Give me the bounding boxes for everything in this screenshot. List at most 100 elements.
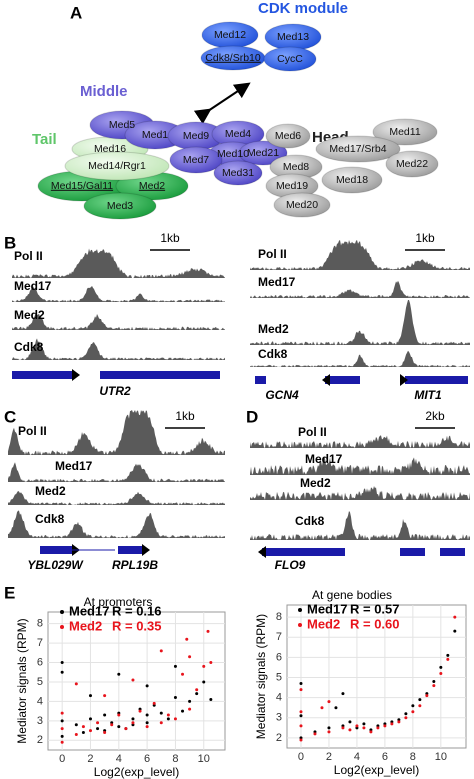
y-tick-label: 4 (37, 695, 43, 707)
subunit-label: Med12 (214, 29, 246, 41)
data-point (81, 725, 85, 729)
y-axis-label: Mediator signals (RPM) (254, 614, 268, 739)
x-tick-label: 0 (59, 753, 65, 765)
legend-marker (298, 623, 302, 627)
data-point (159, 711, 163, 715)
data-point (166, 717, 170, 721)
data-point (173, 717, 177, 721)
y-tick-label: 7 (276, 631, 282, 643)
gene-name: YBL029W (27, 558, 84, 572)
gene-block (118, 546, 142, 554)
y-tick-label: 6 (37, 656, 43, 668)
data-point (181, 672, 185, 676)
x-tick-label: 6 (144, 753, 150, 765)
gene-name: GCN4 (265, 388, 299, 402)
subunit-shape (83, 192, 157, 220)
data-point (96, 721, 100, 725)
data-point (145, 725, 149, 729)
subunit-label: Med21 (247, 147, 279, 159)
subunit-label: Med1 (142, 129, 168, 141)
data-point (327, 700, 331, 704)
y-tick-label: 5 (276, 671, 282, 683)
subunit-label: Med7 (183, 154, 209, 166)
track-signal (12, 313, 225, 330)
subunit-label: CycC (277, 53, 303, 65)
data-point (131, 678, 135, 682)
subunit-label: Med8 (283, 161, 309, 173)
subunit-label: Med19 (276, 180, 308, 192)
data-point (117, 725, 121, 729)
arrow (193, 82, 251, 125)
data-point (60, 734, 64, 738)
track-signal (8, 410, 225, 455)
data-point (418, 698, 422, 702)
module-label: Tail (32, 131, 57, 148)
data-point (145, 684, 149, 688)
track-signal (250, 300, 470, 345)
subunit-label: Med10 (217, 148, 249, 160)
track-label: Cdk8 (14, 340, 44, 354)
track-label: Pol II (298, 425, 327, 439)
panel-label: D (246, 407, 258, 426)
legend-marker (60, 625, 64, 629)
track-signal (8, 491, 225, 505)
track-label: Pol II (258, 247, 287, 261)
y-tick-label: 2 (37, 734, 43, 746)
gene-block (12, 371, 72, 379)
gene-block (100, 371, 220, 379)
data-point (81, 731, 85, 735)
subunit-label: Med2 (139, 180, 165, 192)
gene-block (440, 548, 465, 556)
data-point (188, 655, 192, 659)
data-point (202, 680, 206, 684)
data-point (397, 720, 401, 724)
data-point (313, 732, 317, 736)
legend-label: Med2 (307, 616, 340, 631)
subunit-shape (273, 192, 331, 218)
gene-name: UTR2 (99, 384, 131, 398)
data-point (60, 661, 64, 665)
subunit-label: Med4 (225, 128, 251, 140)
data-point (138, 709, 142, 713)
subunit-shape (265, 123, 311, 149)
track-label: Cdk8 (295, 514, 325, 528)
data-point (355, 724, 359, 728)
data-point (439, 665, 443, 669)
data-point (131, 721, 135, 725)
data-point (188, 699, 192, 703)
track-signal (250, 280, 470, 298)
gene-arrow (258, 546, 266, 558)
chart-title: At gene bodies (312, 588, 392, 602)
annotation: R = 0.60 (350, 616, 400, 631)
track-label: Med2 (300, 476, 331, 490)
subunit-label: Med9 (183, 130, 209, 142)
track-label: Pol II (14, 249, 43, 263)
data-point (103, 694, 107, 698)
data-point (145, 721, 149, 725)
subunit-label: Med6 (275, 130, 301, 142)
data-point (362, 726, 366, 730)
plot-area (286, 604, 467, 749)
data-point (418, 704, 422, 708)
data-point (166, 713, 170, 717)
data-point (131, 717, 135, 721)
x-tick-label: 4 (354, 751, 360, 763)
legend-label: Med17 (69, 603, 109, 618)
data-point (60, 719, 64, 723)
x-tick-label: 0 (298, 751, 304, 763)
subunit-label: Med16 (94, 143, 126, 155)
subunit-shape (315, 135, 401, 163)
track-signal (12, 338, 225, 360)
gene-block (405, 376, 468, 384)
data-point (173, 664, 177, 668)
track-signal (8, 510, 225, 538)
data-point (390, 722, 394, 726)
data-point (60, 740, 64, 744)
track-signal (250, 350, 470, 367)
data-point (117, 672, 121, 676)
gene-block (262, 548, 345, 556)
data-point (404, 712, 408, 716)
y-tick-label: 2 (276, 732, 282, 744)
plot-area (47, 611, 226, 751)
data-point (446, 657, 450, 661)
